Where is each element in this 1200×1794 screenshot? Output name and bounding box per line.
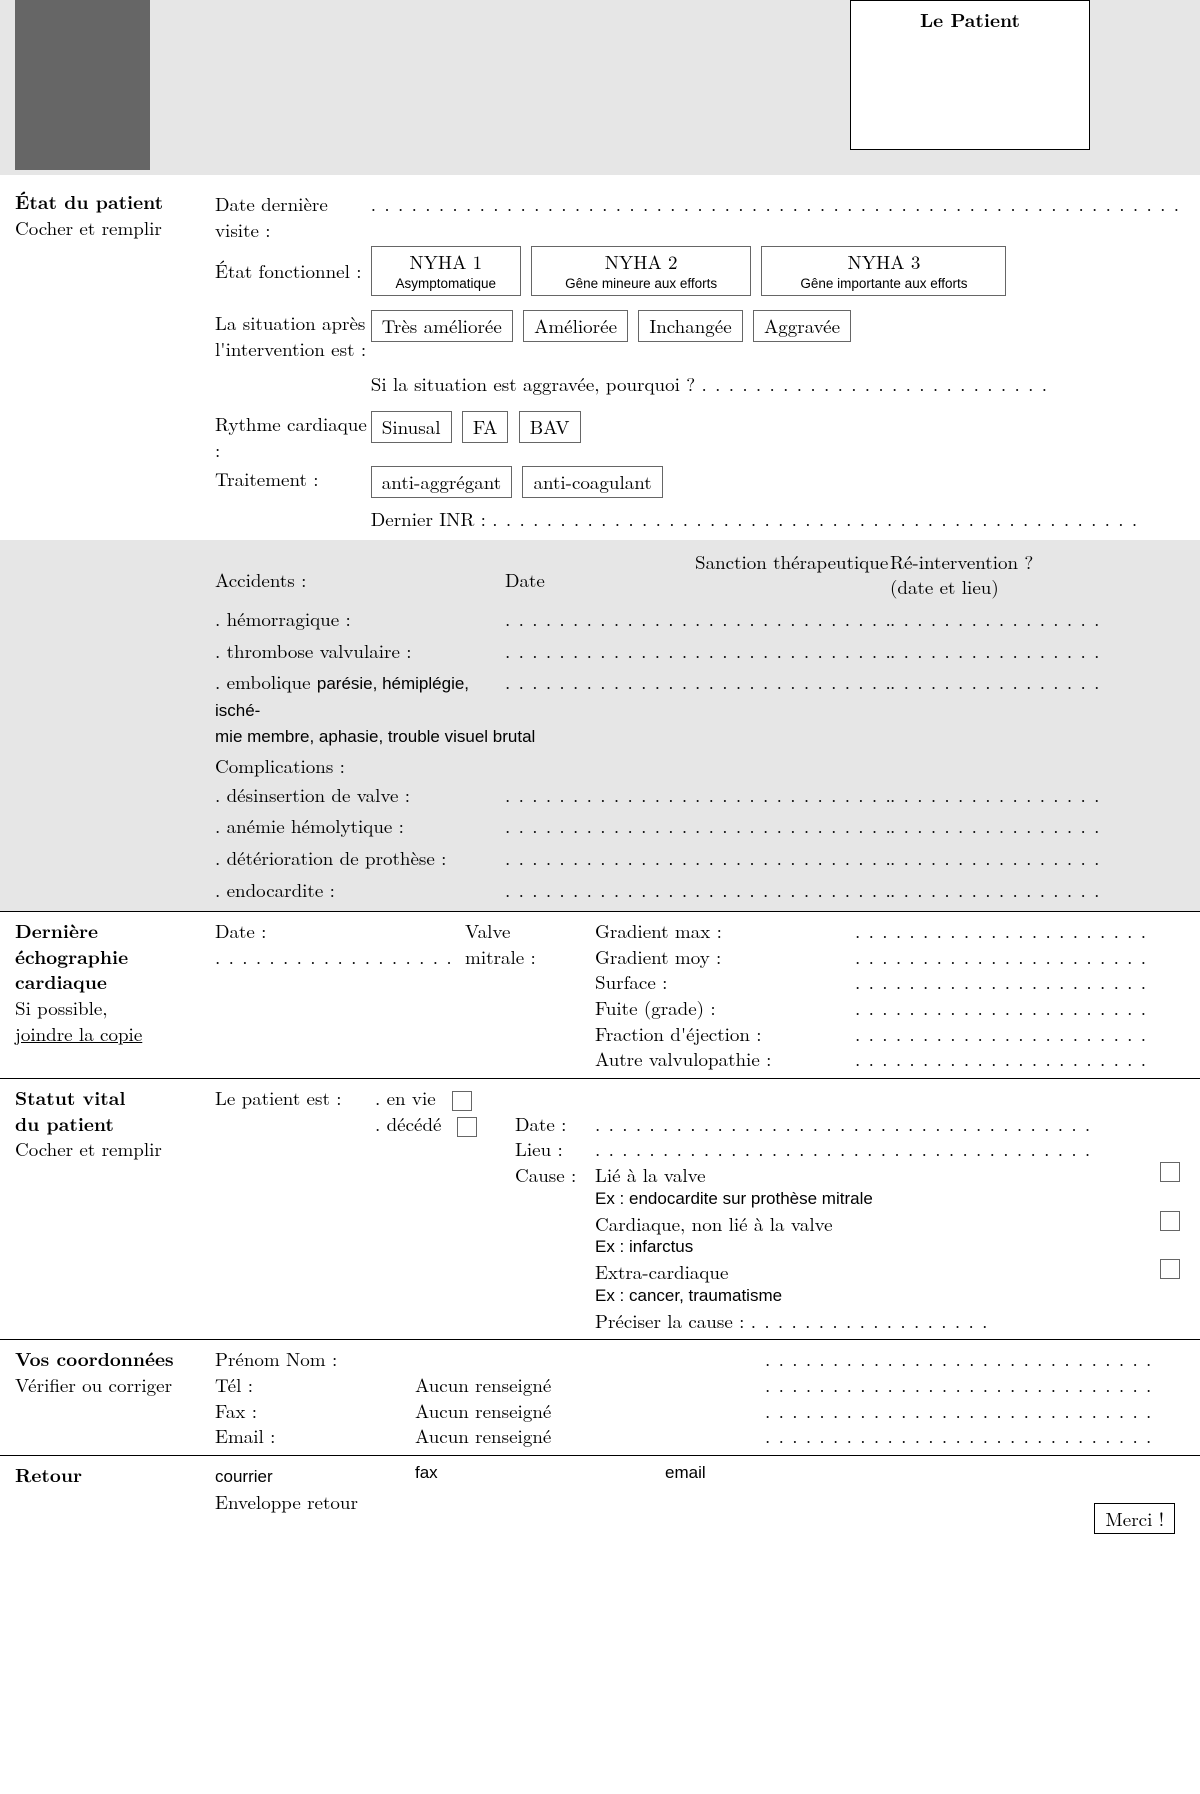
- coord-t2: Vérifier ou corriger: [15, 1371, 172, 1398]
- inr-label: Dernier INR :: [371, 505, 486, 532]
- etat-right: Date dernière visite : . . . . . . . . .…: [215, 189, 1180, 534]
- patient-box: Le Patient: [850, 0, 1090, 150]
- acc-row-hemo: . hémorragique :: [215, 606, 505, 632]
- nyha-1[interactable]: NYHA 1Asymptomatique: [371, 246, 521, 296]
- sit-aggravee[interactable]: Aggravée: [753, 310, 851, 342]
- trait-label: Traitement :: [215, 464, 371, 500]
- echo-surf: Surface :: [595, 969, 855, 995]
- acc-h-b: Date: [505, 549, 695, 600]
- echo-fej: Fraction d'éjection :: [595, 1021, 855, 1047]
- acc-row-emb: . embolique parésie, hémiplégie, isché-: [215, 669, 505, 723]
- rythme-fa[interactable]: FA: [462, 411, 509, 443]
- retour-t: Retour: [15, 1460, 82, 1488]
- acc-thromb-reint[interactable]: . . . . . . . . . . . . . . . .: [890, 638, 1180, 664]
- acc-row-thromb: . thrombose valvulaire :: [215, 638, 505, 664]
- retour-fax: fax: [415, 1462, 665, 1515]
- retour-email: email: [665, 1462, 706, 1515]
- acc-hemo-sanction[interactable]: . . . . . . . . . . . . . . . .: [695, 606, 890, 632]
- trait-anti-coag[interactable]: anti-coagulant: [522, 466, 662, 498]
- visite-label: Date dernière visite :: [215, 189, 371, 244]
- vital-t1: Statut vital: [15, 1083, 125, 1111]
- inr-field[interactable]: . . . . . . . . . . . . . . . . . . . . …: [492, 505, 1138, 532]
- rythme-label: Rythme cardiaque :: [215, 409, 371, 464]
- etat-left: État du patient Cocher et remplir: [15, 189, 215, 534]
- chk-cause-extra[interactable]: [1160, 1259, 1180, 1279]
- echo-fuite: Fuite (grade) :: [595, 995, 855, 1021]
- acc-h-d: Ré-intervention ?(date et lieu): [890, 549, 1180, 600]
- etat-title: État du patient: [15, 187, 163, 215]
- acc-h-a: Accidents :: [215, 549, 505, 600]
- acc-hemo-date[interactable]: . . . . . . . . . . . . . . . .: [505, 606, 695, 632]
- sit-q-field[interactable]: . . . . . . . . . . . . . . . . . . . . …: [702, 370, 1049, 397]
- acc-h-c: Sanction thérapeutique: [695, 549, 890, 600]
- acc-emb-sanction[interactable]: . . . . . . . . . . . . . . . .: [695, 669, 890, 723]
- acc-emb-date[interactable]: . . . . . . . . . . . . . . . .: [505, 669, 695, 723]
- section-echo: Dernière échographie cardiaque Si possib…: [0, 912, 1200, 1079]
- chk-cause-cardiaque[interactable]: [1160, 1211, 1180, 1231]
- header-band: Le Patient: [0, 0, 1200, 175]
- echo-autre: Autre valvulopathie :: [595, 1046, 855, 1072]
- echo-gmax: Gradient max :: [595, 918, 855, 944]
- acc-emb-reint[interactable]: . . . . . . . . . . . . . . . .: [890, 669, 1180, 723]
- echo-date-field[interactable]: . . . . . . . . . . . . . . . . . .: [215, 943, 453, 970]
- sit-q: Si la situation est aggravée, pourquoi ?: [371, 370, 695, 397]
- coord-t1: Vos coordonnées: [15, 1344, 174, 1372]
- retour-enveloppe: Enveloppe retour: [215, 1488, 358, 1515]
- emb-sub2: mie membre, aphasie, trouble visuel brut…: [215, 726, 1180, 753]
- comp-desins: . désinsertion de valve :: [215, 782, 505, 808]
- sit-tres-amelioree[interactable]: Très améliorée: [371, 310, 513, 342]
- echo-t3: cardiaque: [15, 967, 107, 995]
- section-etat: État du patient Cocher et remplir Date d…: [0, 175, 1200, 540]
- fonc-label: État fonctionnel :: [215, 244, 371, 298]
- trait-anti-agg[interactable]: anti-aggrégant: [371, 466, 512, 498]
- merci-box: Merci !: [1094, 1503, 1175, 1535]
- dcd-lieu[interactable]: . . . . . . . . . . . . . . . . . . . . …: [595, 1136, 1180, 1162]
- echo-t4: Si possible,: [15, 994, 108, 1021]
- echo-t5: joindre la copie: [15, 1020, 142, 1047]
- comp-anemie: . anémie hémolytique :: [215, 813, 505, 839]
- rythme-sinusal[interactable]: Sinusal: [371, 411, 452, 443]
- retour-courrier: courrier: [215, 1467, 273, 1486]
- nyha-3[interactable]: NYHA 3Gêne importante aux efforts: [761, 246, 1006, 296]
- section-vital: Statut vital du patient Cocher et rempli…: [0, 1079, 1200, 1340]
- section-accidents: Accidents : Date Sanction thérapeutique …: [0, 540, 1200, 913]
- acc-thromb-sanction[interactable]: . . . . . . . . . . . . . . . .: [695, 638, 890, 664]
- sit-amelioree[interactable]: Améliorée: [523, 310, 628, 342]
- echo-gmoy: Gradient moy :: [595, 944, 855, 970]
- sit-inchangee[interactable]: Inchangée: [638, 310, 742, 342]
- echo-t2: échographie: [15, 942, 128, 970]
- comp-endo: . endocardite :: [215, 877, 505, 903]
- echo-t1: Dernière: [15, 916, 98, 944]
- visite-field[interactable]: . . . . . . . . . . . . . . . . . . . . …: [371, 190, 1180, 217]
- etat-subtitle: Cocher et remplir: [15, 215, 215, 241]
- sit-label: La situation après l'intervention est :: [215, 308, 371, 363]
- nyha-2[interactable]: NYHA 2Gêne mineure aux efforts: [531, 246, 751, 296]
- vital-lead: Le patient est :: [215, 1085, 375, 1333]
- echo-date-lbl: Date :: [215, 917, 266, 944]
- section-coord: Vos coordonnées Vérifier ou corriger Pré…: [0, 1340, 1200, 1456]
- comp-h: Complications :: [215, 753, 1180, 779]
- patient-box-title: Le Patient: [920, 5, 1020, 33]
- chk-cause-valve[interactable]: [1160, 1162, 1180, 1182]
- dcd-date[interactable]: . . . . . . . . . . . . . . . . . . . . …: [595, 1111, 1180, 1137]
- chk-dcd[interactable]: [457, 1117, 477, 1137]
- vital-t2: du patient: [15, 1109, 114, 1137]
- vital-t3: Cocher et remplir: [15, 1135, 162, 1162]
- acc-hemo-reint[interactable]: . . . . . . . . . . . . . . . .: [890, 606, 1180, 632]
- acc-thromb-date[interactable]: . . . . . . . . . . . . . . . .: [505, 638, 695, 664]
- header-logo-placeholder: [15, 0, 150, 170]
- rythme-bav[interactable]: BAV: [519, 411, 581, 443]
- chk-vie[interactable]: [452, 1091, 472, 1111]
- section-retour: Retour courrier Enveloppe retour fax ema…: [0, 1456, 1200, 1545]
- comp-det: . détérioration de prothèse :: [215, 845, 505, 871]
